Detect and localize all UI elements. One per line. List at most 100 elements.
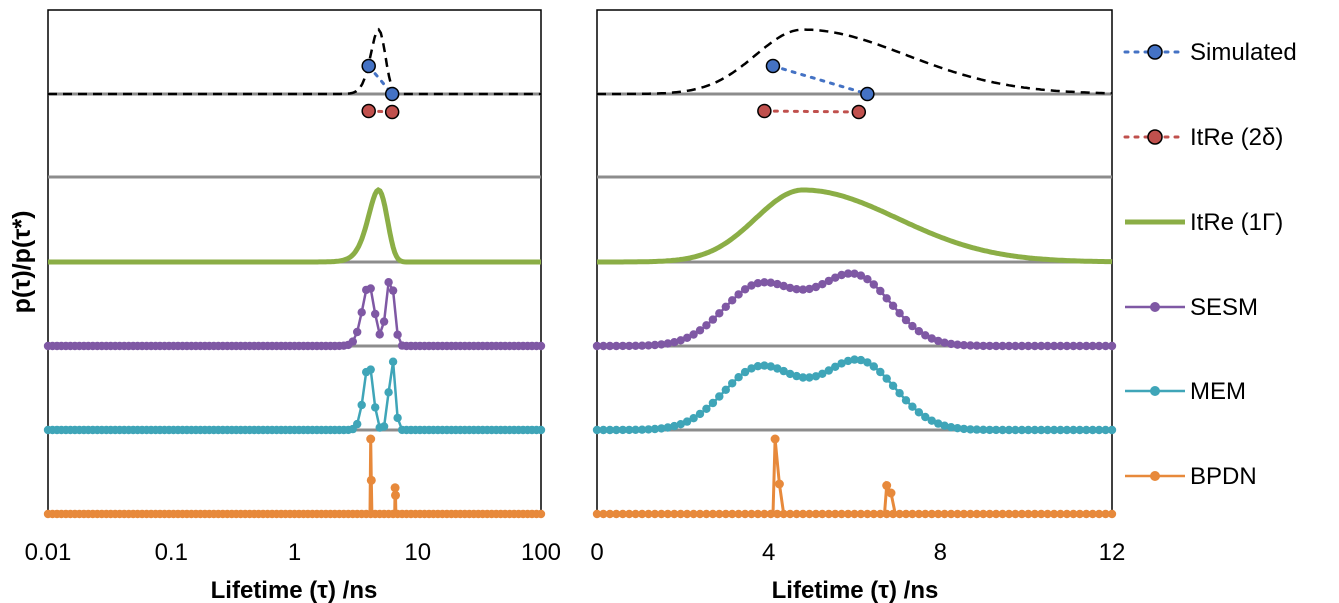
mem-point <box>798 373 808 382</box>
bpdn-point <box>612 509 621 519</box>
mem-point <box>715 392 724 401</box>
mem-point <box>1056 425 1065 435</box>
itre2d-point <box>757 103 772 119</box>
mem-point <box>901 396 911 405</box>
mem-point <box>1107 425 1117 435</box>
mem-point <box>831 362 840 371</box>
bpdn-spikes <box>368 438 398 516</box>
sesm-point <box>357 308 366 317</box>
bpdn-point <box>773 509 782 519</box>
sesm-point <box>682 333 692 342</box>
left-x-tick-labels: 0.01 0.1 1 10 100 <box>25 539 561 566</box>
bpdn-point <box>979 509 988 519</box>
mem-point <box>592 425 602 435</box>
mem-point <box>914 408 924 417</box>
bpdn-point <box>689 509 698 519</box>
x-tick-label: 0 <box>590 539 603 566</box>
simulated-connector <box>771 64 869 96</box>
sesm-point <box>953 340 962 349</box>
mem-point <box>393 413 402 423</box>
sesm-point <box>831 273 840 282</box>
sesm-point <box>747 281 756 290</box>
bpdn-point <box>644 509 653 519</box>
mem-point <box>384 388 393 397</box>
mem-point <box>895 389 904 398</box>
series-simulated <box>597 28 1113 102</box>
sesm-point <box>612 341 621 351</box>
bpdn-point <box>631 509 640 519</box>
mem-point <box>1011 425 1020 435</box>
itre2d-point <box>851 104 867 120</box>
bpdn-spike-point <box>774 479 784 489</box>
bpdn-point <box>663 509 672 519</box>
mem-point <box>1075 425 1085 435</box>
bpdn-spikes <box>771 438 897 516</box>
sesm-point <box>625 341 634 351</box>
sesm-point <box>921 331 930 340</box>
sesm-point <box>779 281 788 291</box>
mem-point <box>843 356 853 366</box>
mem-point <box>882 374 891 383</box>
series-mem <box>592 355 1117 435</box>
bpdn-point <box>618 509 627 519</box>
bpdn-point <box>695 509 705 519</box>
sesm-point <box>1101 341 1110 351</box>
mem-point <box>946 423 956 432</box>
mem-point <box>766 362 775 371</box>
sesm-point <box>371 309 380 319</box>
legend-label: Simulated <box>1190 39 1297 66</box>
mem-point <box>934 419 943 428</box>
sesm-point <box>657 340 666 349</box>
mem-point <box>650 424 660 434</box>
panel-left-log-axis: 0.01 0.1 1 10 100 Lifetime (τ) /ns <box>25 9 561 603</box>
bpdn-point <box>715 509 724 519</box>
mem-point <box>682 417 692 426</box>
mem-point <box>605 425 615 435</box>
sesm-point <box>863 275 872 284</box>
mem-point <box>1082 425 1091 435</box>
series-mem <box>43 357 546 435</box>
legend-item-bpdn: BPDN <box>1125 463 1257 490</box>
bpdn-point <box>991 509 1001 519</box>
sesm-point <box>895 309 904 318</box>
bpdn-point <box>966 509 975 519</box>
mem-point <box>1088 425 1097 435</box>
mem-point <box>1024 425 1033 435</box>
itre1g-curve <box>597 187 1113 265</box>
mem-point <box>1094 425 1104 435</box>
mem-point <box>644 425 653 434</box>
legend-item-itre-1-: ItRe (1Γ) <box>1125 209 1283 236</box>
legend-item-itre-2-: ItRe (2δ) <box>1123 124 1283 151</box>
sesm-point <box>850 269 859 278</box>
series-sesm <box>592 269 1117 351</box>
x-tick-label: 100 <box>521 539 561 566</box>
left-series <box>43 27 546 519</box>
sesm-point <box>708 315 718 324</box>
mem-point <box>876 367 885 377</box>
sesm-point <box>876 286 885 296</box>
sesm-point <box>1030 341 1040 351</box>
legend-label: ItRe (2δ) <box>1190 124 1283 151</box>
mem-point <box>953 424 962 433</box>
legend-label: SESM <box>1190 294 1258 321</box>
simulated-distribution-curve <box>597 28 1113 96</box>
mem-point <box>856 355 866 365</box>
sesm-point <box>998 341 1007 351</box>
sesm-point <box>760 278 769 287</box>
mem-point <box>888 381 898 390</box>
bpdn-point <box>1049 509 1059 519</box>
sesm-point <box>605 341 615 351</box>
series-bpdn <box>592 434 1117 519</box>
sesm-point <box>618 341 627 351</box>
legend-item-sesm: SESM <box>1125 294 1258 321</box>
legend-swatch-marker <box>1147 129 1163 145</box>
bpdn-spike-point <box>770 434 780 444</box>
bpdn-spike-point <box>882 481 892 490</box>
sesm-point <box>379 317 389 326</box>
mem-point <box>721 385 730 394</box>
bpdn-point <box>946 509 956 519</box>
bpdn-point <box>682 509 692 519</box>
sesm-point <box>384 278 393 287</box>
legend-label: BPDN <box>1190 463 1257 490</box>
